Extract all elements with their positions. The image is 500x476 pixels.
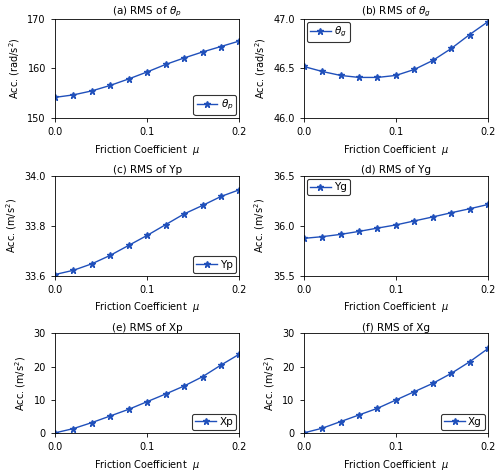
X-axis label: Friction Coefficient  $\mu$: Friction Coefficient $\mu$: [343, 143, 449, 157]
X-axis label: Friction Coefficient  $\mu$: Friction Coefficient $\mu$: [94, 143, 200, 157]
Legend: $\theta_g$: $\theta_g$: [307, 22, 350, 42]
Y-axis label: Acc. (m/s$^2$): Acc. (m/s$^2$): [13, 356, 28, 411]
Y-axis label: Acc. (m/s$^2$): Acc. (m/s$^2$): [4, 198, 19, 253]
Title: (f) RMS of Xg: (f) RMS of Xg: [362, 323, 430, 333]
Title: (d) RMS of Yg: (d) RMS of Yg: [361, 165, 431, 175]
Legend: Yp: Yp: [193, 257, 236, 273]
Title: (b) RMS of $\theta_g$: (b) RMS of $\theta_g$: [361, 4, 431, 19]
X-axis label: Friction Coefficient  $\mu$: Friction Coefficient $\mu$: [343, 300, 449, 314]
Legend: Xg: Xg: [441, 414, 485, 430]
Y-axis label: Acc. (m/s$^2$): Acc. (m/s$^2$): [252, 198, 268, 253]
Legend: Xp: Xp: [192, 414, 236, 430]
Title: (e) RMS of Xp: (e) RMS of Xp: [112, 323, 182, 333]
Y-axis label: Acc. (rad/s$^2$): Acc. (rad/s$^2$): [253, 38, 268, 99]
Y-axis label: Acc. (m/s$^2$): Acc. (m/s$^2$): [262, 356, 276, 411]
Title: (a) RMS of $\theta_p$: (a) RMS of $\theta_p$: [112, 4, 182, 19]
Legend: $\theta_p$: $\theta_p$: [194, 95, 236, 115]
X-axis label: Friction Coefficient  $\mu$: Friction Coefficient $\mu$: [94, 300, 200, 314]
Legend: Yg: Yg: [307, 179, 350, 196]
Title: (c) RMS of Yp: (c) RMS of Yp: [112, 165, 182, 175]
X-axis label: Friction Coefficient  $\mu$: Friction Coefficient $\mu$: [94, 458, 200, 472]
X-axis label: Friction Coefficient  $\mu$: Friction Coefficient $\mu$: [343, 458, 449, 472]
Y-axis label: Acc. (rad/s$^2$): Acc. (rad/s$^2$): [7, 38, 22, 99]
